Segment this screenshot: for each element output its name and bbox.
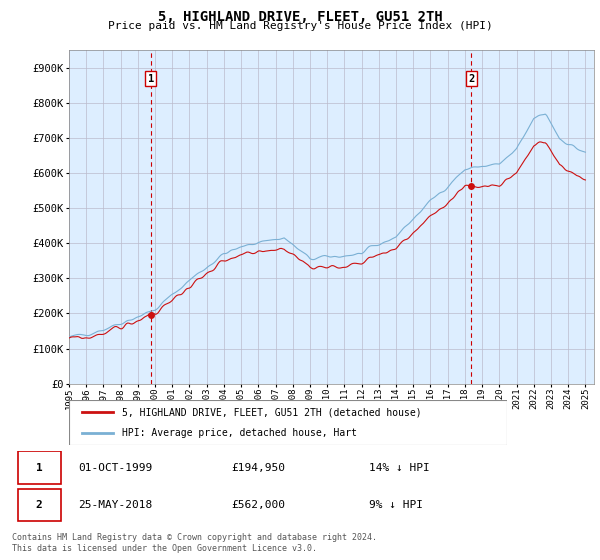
FancyBboxPatch shape xyxy=(18,451,61,484)
Text: HPI: Average price, detached house, Hart: HPI: Average price, detached house, Hart xyxy=(122,428,356,438)
Text: Contains HM Land Registry data © Crown copyright and database right 2024.
This d: Contains HM Land Registry data © Crown c… xyxy=(12,533,377,553)
Text: £562,000: £562,000 xyxy=(231,501,285,510)
Text: 2: 2 xyxy=(35,501,43,510)
Text: 25-MAY-2018: 25-MAY-2018 xyxy=(78,501,152,510)
Text: 1: 1 xyxy=(148,74,154,84)
Text: 2: 2 xyxy=(469,74,475,84)
FancyBboxPatch shape xyxy=(69,400,507,445)
Text: 14% ↓ HPI: 14% ↓ HPI xyxy=(369,463,430,473)
Text: 5, HIGHLAND DRIVE, FLEET, GU51 2TH (detached house): 5, HIGHLAND DRIVE, FLEET, GU51 2TH (deta… xyxy=(122,408,421,418)
Text: 9% ↓ HPI: 9% ↓ HPI xyxy=(369,501,423,510)
FancyBboxPatch shape xyxy=(18,489,61,521)
Text: Price paid vs. HM Land Registry's House Price Index (HPI): Price paid vs. HM Land Registry's House … xyxy=(107,21,493,31)
Text: 5, HIGHLAND DRIVE, FLEET, GU51 2TH: 5, HIGHLAND DRIVE, FLEET, GU51 2TH xyxy=(158,10,442,24)
Text: £194,950: £194,950 xyxy=(231,463,285,473)
Text: 01-OCT-1999: 01-OCT-1999 xyxy=(78,463,152,473)
Text: 1: 1 xyxy=(35,463,43,473)
